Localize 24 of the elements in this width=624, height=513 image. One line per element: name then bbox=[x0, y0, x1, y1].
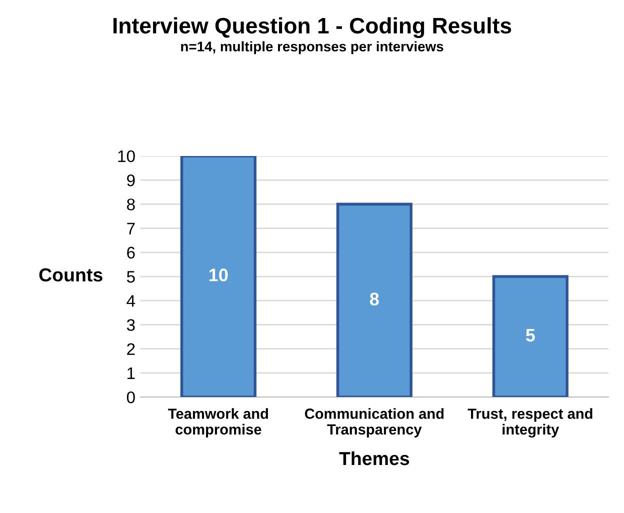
chart-subtitle: n=14, multiple responses per interviews bbox=[181, 41, 444, 54]
y-tick-label: 3 bbox=[126, 319, 135, 331]
chart-title: Interview Question 1 - Coding Results bbox=[113, 17, 512, 38]
bar bbox=[336, 202, 412, 398]
data-label: 5 bbox=[526, 329, 535, 342]
y-tick-label: 9 bbox=[127, 174, 135, 186]
y-axis-title: Counts bbox=[39, 268, 102, 282]
x-tick-label: Trust, respect and integrity bbox=[468, 408, 592, 438]
y-tick-label: 7 bbox=[127, 222, 135, 234]
x-axis-title: Themes bbox=[339, 451, 410, 466]
y-tick-label: 2 bbox=[127, 343, 135, 355]
data-label: 10 bbox=[209, 268, 228, 282]
y-tick-label: 8 bbox=[126, 198, 135, 210]
x-tick-label: Communication and Transparency bbox=[304, 408, 444, 438]
y-tick-label: 10 bbox=[118, 150, 135, 162]
y-tick-label: 5 bbox=[126, 271, 135, 283]
y-tick-label: 4 bbox=[126, 295, 136, 307]
data-label: 8 bbox=[370, 292, 379, 306]
y-tick-label: 0 bbox=[126, 391, 135, 404]
bar bbox=[492, 275, 568, 398]
y-tick-label: 1 bbox=[128, 368, 135, 379]
bar bbox=[180, 156, 256, 398]
y-tick-label: 6 bbox=[127, 246, 135, 259]
x-tick-label: Teamwork and compromise bbox=[168, 408, 268, 438]
